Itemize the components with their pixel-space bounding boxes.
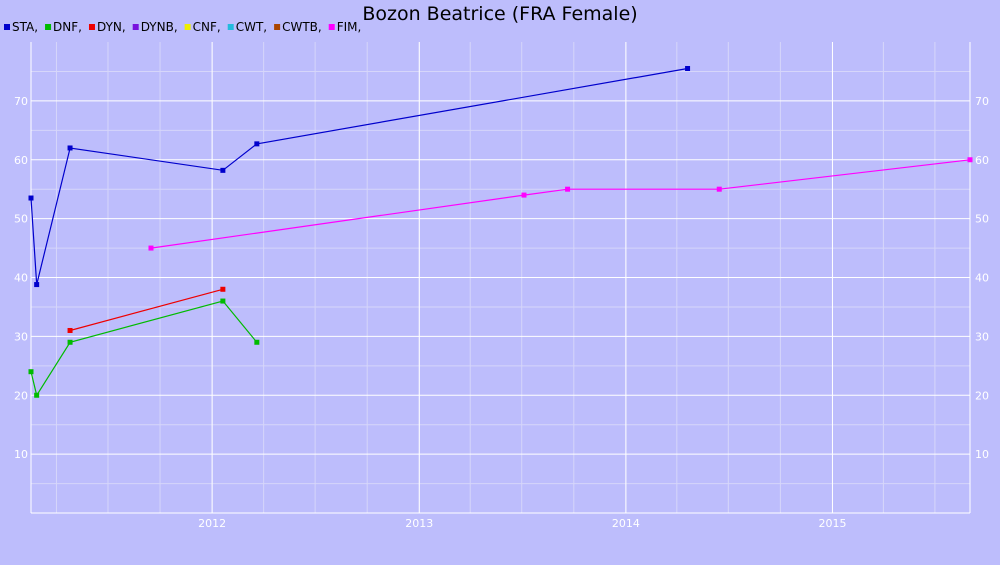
legend-label: STA,	[12, 20, 38, 34]
legend-swatch	[184, 24, 191, 30]
y-tick-label-right: 20	[975, 389, 989, 402]
legend-label: CNF,	[193, 20, 221, 34]
x-tick-label: 2013	[405, 517, 433, 530]
data-point	[685, 65, 691, 71]
y-tick-label-left: 40	[14, 272, 28, 285]
y-tick-label-right: 70	[975, 95, 989, 108]
legend-label: DYN,	[97, 20, 126, 34]
data-point	[34, 282, 40, 288]
data-point	[67, 145, 73, 151]
y-tick-label-right: 40	[975, 272, 989, 285]
legend-label: CWTB,	[282, 20, 322, 34]
legend-label: CWT,	[236, 20, 267, 34]
y-tick-label-left: 30	[14, 330, 28, 343]
y-tick-label-right: 10	[975, 448, 989, 461]
x-tick-label: 2014	[612, 517, 640, 530]
series-line	[30, 300, 258, 397]
data-point	[716, 186, 722, 192]
series-sta	[28, 65, 691, 288]
y-tick-label-left: 20	[14, 389, 28, 402]
legend-label: FIM,	[337, 20, 362, 34]
legend-label: DNF,	[53, 20, 82, 34]
data-point	[521, 192, 527, 198]
chart-title: Bozon Beatrice (FRA Female)	[362, 3, 637, 25]
legend-swatch	[132, 24, 139, 30]
legend-swatch	[328, 24, 335, 30]
data-point	[220, 286, 226, 292]
series-line	[30, 67, 688, 285]
y-tick-label-left: 10	[14, 448, 28, 461]
x-tick-label: 2012	[198, 517, 226, 530]
axes: 10 10 20 20 30 30 40 40 50 50 60 60 70 70 2012 2013 2014…	[14, 42, 989, 530]
legend-label: DYNB,	[141, 20, 178, 34]
y-tick-label-left: 60	[14, 154, 28, 167]
y-tick-label-left: 70	[14, 95, 28, 108]
data-point	[967, 157, 973, 163]
legend-swatch	[4, 24, 10, 30]
legend-swatch	[274, 24, 281, 30]
data-point	[67, 327, 73, 333]
data-point	[220, 167, 226, 173]
series-line	[69, 288, 224, 332]
x-tick-label: 2015	[818, 517, 846, 530]
data-point	[28, 195, 34, 201]
y-tick-label-right: 30	[975, 330, 989, 343]
series-fim	[148, 157, 973, 251]
data-point	[28, 369, 34, 375]
legend: STA, DNF, DYN, DYNB, CNF, CWT, CWTB, FIM,	[4, 20, 361, 34]
series-dnf	[28, 298, 260, 398]
y-tick-label-left: 50	[14, 213, 28, 226]
legend-swatch	[227, 24, 234, 30]
series-layer	[28, 65, 973, 398]
legend-swatch	[45, 24, 52, 30]
data-point	[254, 339, 260, 345]
y-tick-label-right: 50	[975, 213, 989, 226]
data-point	[565, 186, 571, 192]
data-point	[148, 245, 154, 251]
data-point	[220, 298, 226, 304]
data-point	[254, 141, 260, 147]
legend-swatch	[88, 24, 95, 30]
data-point	[34, 392, 40, 398]
series-line	[150, 159, 971, 249]
data-point	[67, 339, 73, 345]
series-dyn	[67, 286, 226, 333]
y-tick-label-right: 60	[975, 154, 989, 167]
grid	[31, 42, 970, 513]
